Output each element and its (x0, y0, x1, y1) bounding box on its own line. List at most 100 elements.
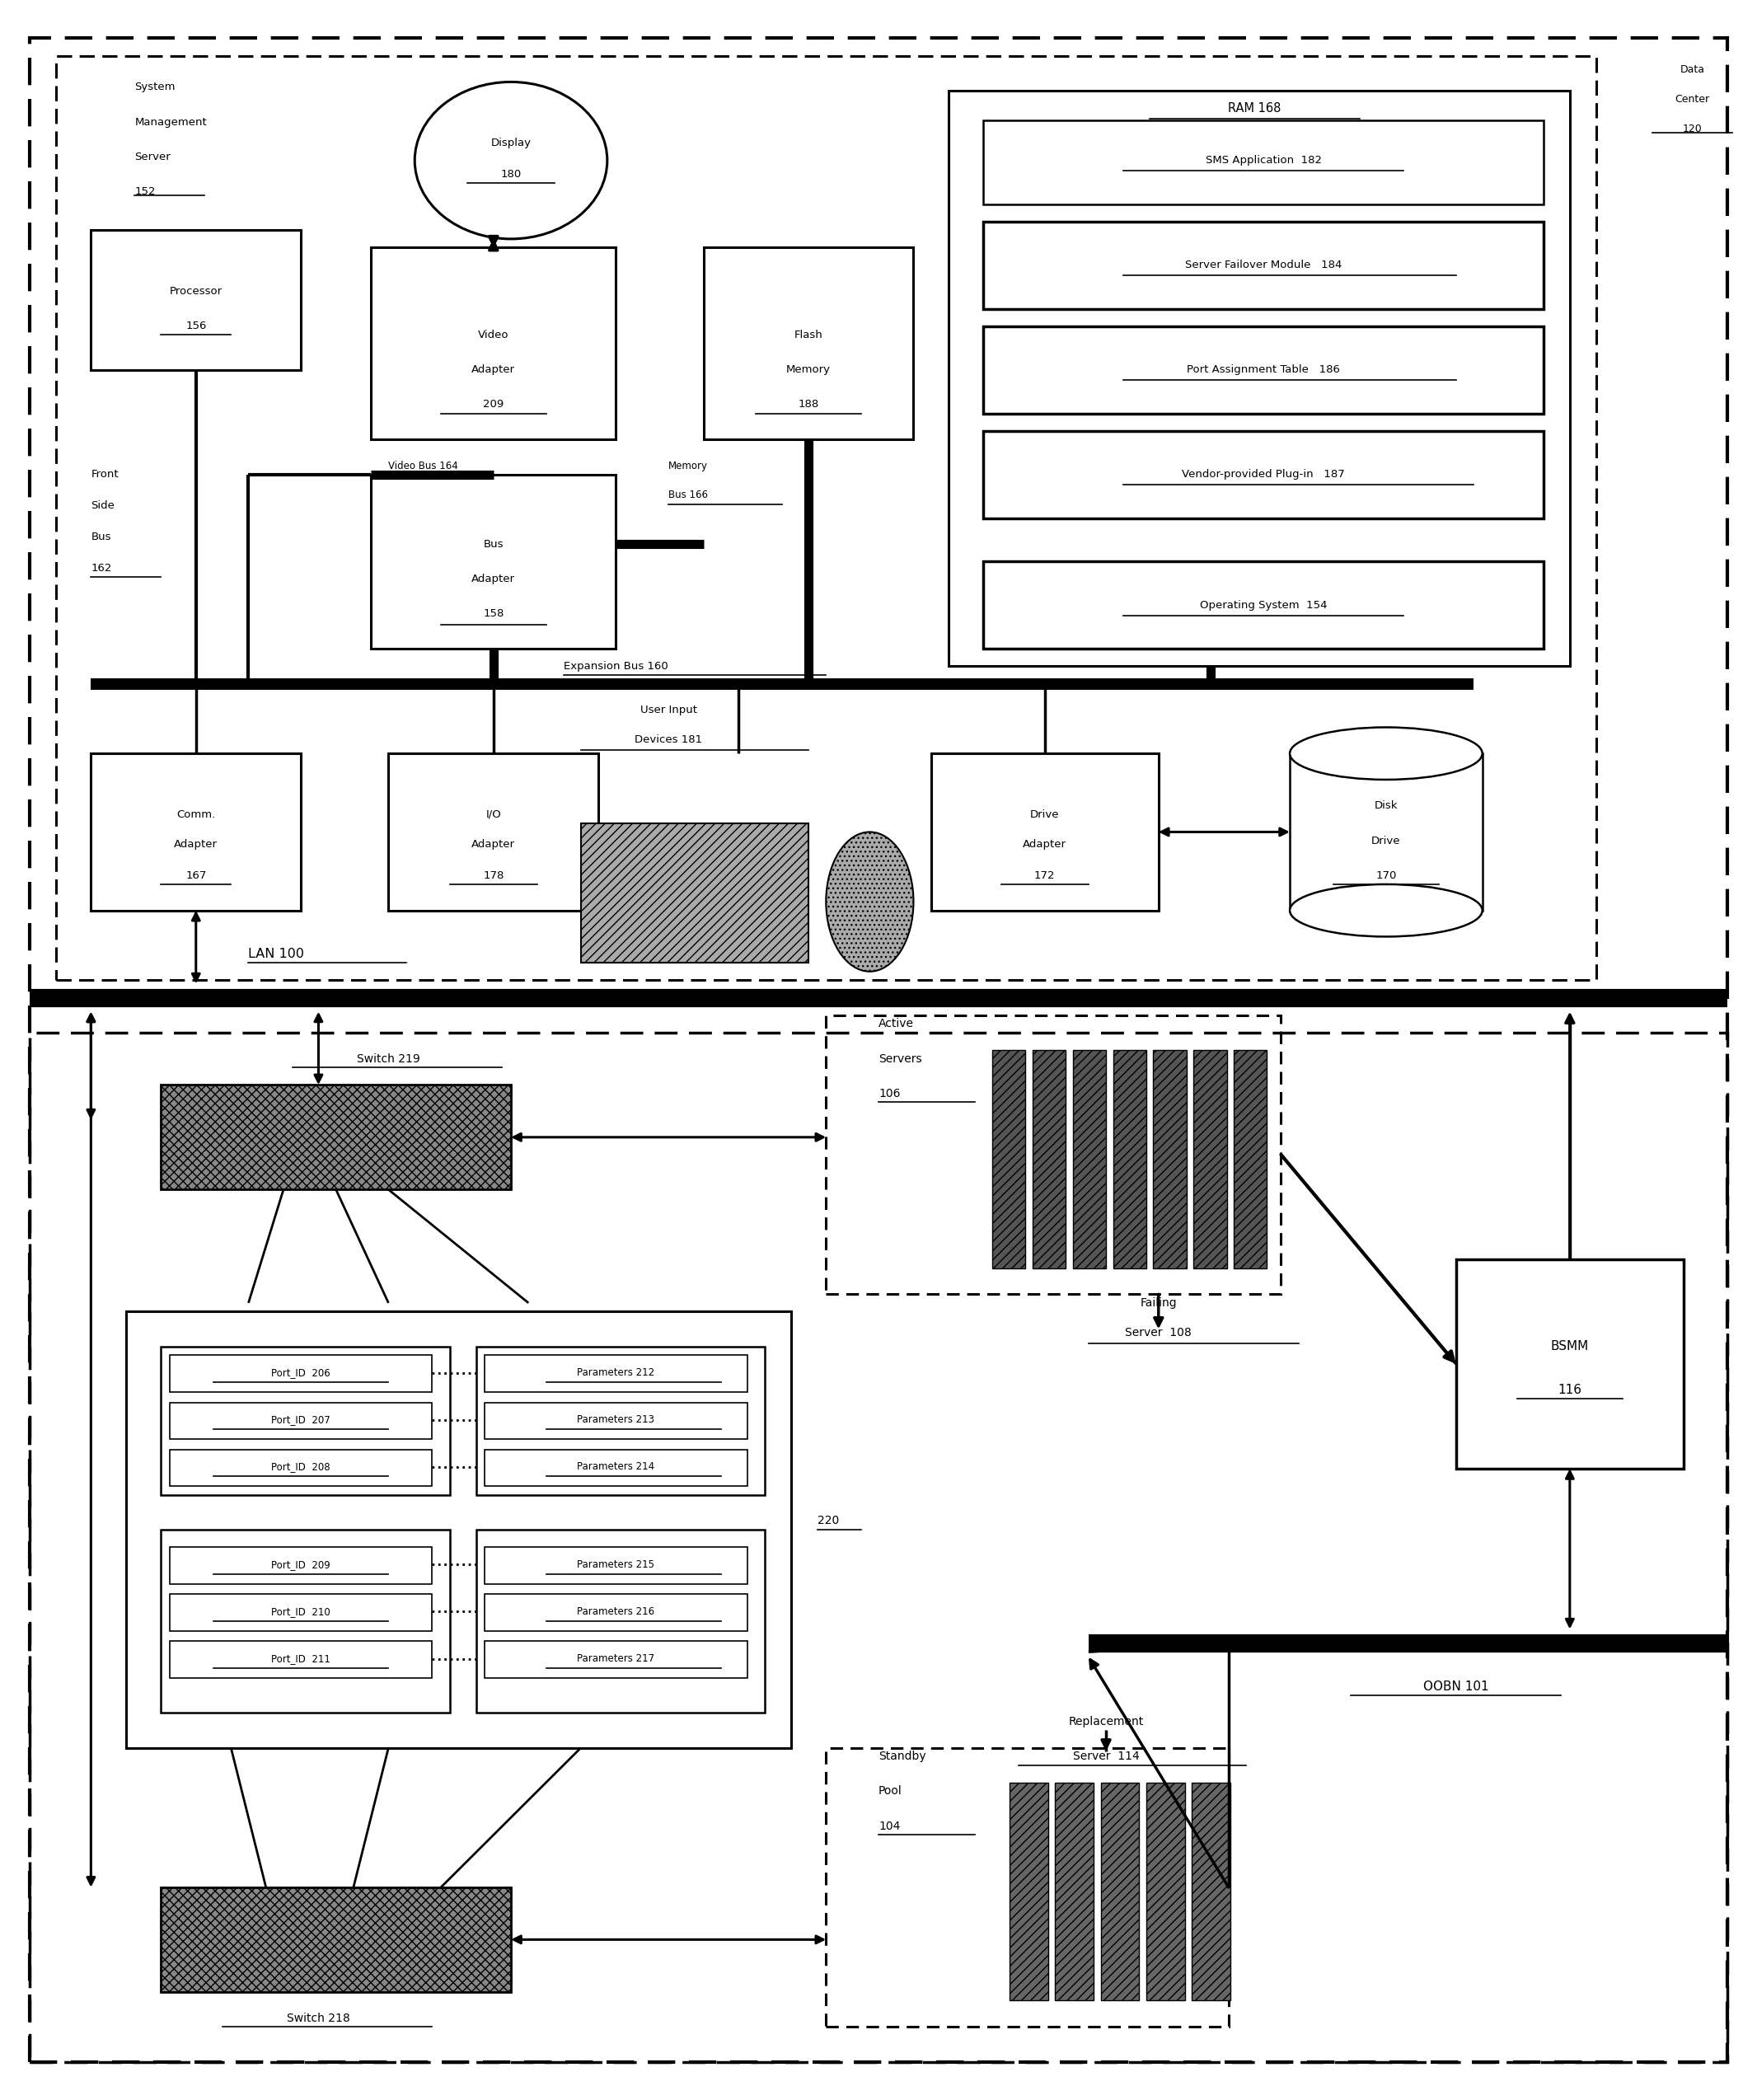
FancyBboxPatch shape (984, 326, 1544, 414)
Text: LAN 100: LAN 100 (248, 947, 304, 960)
Text: Adapter: Adapter (471, 573, 515, 584)
Text: 158: 158 (483, 609, 504, 619)
Text: Parameters 212: Parameters 212 (578, 1367, 655, 1378)
Text: Disk: Disk (1374, 800, 1399, 811)
Text: BSMM: BSMM (1551, 1340, 1588, 1352)
Text: Servers: Servers (878, 1052, 922, 1065)
Text: Adapter: Adapter (174, 838, 218, 850)
Text: Port_ID  207: Port_ID 207 (271, 1415, 330, 1426)
Text: 188: 188 (798, 399, 819, 410)
FancyBboxPatch shape (162, 1086, 511, 1189)
Text: 172: 172 (1035, 869, 1056, 880)
FancyBboxPatch shape (485, 1642, 747, 1678)
FancyBboxPatch shape (1010, 1783, 1049, 2001)
Text: Port_ID  209: Port_ID 209 (271, 1558, 330, 1571)
Text: Data: Data (1680, 65, 1704, 76)
Text: Server: Server (135, 151, 170, 162)
FancyBboxPatch shape (1112, 1050, 1146, 1268)
Ellipse shape (826, 832, 914, 972)
Text: Failing: Failing (1140, 1298, 1177, 1308)
Text: Switch 219: Switch 219 (357, 1052, 420, 1065)
Text: 152: 152 (135, 187, 156, 197)
FancyBboxPatch shape (127, 1312, 791, 1747)
Text: I/O: I/O (485, 808, 501, 819)
Ellipse shape (1290, 727, 1483, 779)
Text: Processor: Processor (169, 286, 223, 296)
Text: Parameters 215: Parameters 215 (578, 1558, 655, 1571)
Text: Parameters 216: Parameters 216 (578, 1606, 655, 1617)
FancyBboxPatch shape (703, 248, 914, 439)
FancyBboxPatch shape (485, 1449, 747, 1487)
Text: Operating System  154: Operating System 154 (1200, 601, 1327, 611)
FancyBboxPatch shape (162, 1529, 450, 1714)
Text: Adapter: Adapter (471, 838, 515, 850)
Text: Parameters 214: Parameters 214 (578, 1462, 655, 1472)
FancyBboxPatch shape (476, 1346, 764, 1495)
Text: Display: Display (490, 139, 531, 149)
FancyBboxPatch shape (582, 823, 808, 962)
Text: Adapter: Adapter (471, 365, 515, 376)
Text: OOBN 101: OOBN 101 (1423, 1680, 1488, 1693)
Text: Server  108: Server 108 (1124, 1327, 1191, 1338)
Text: System: System (135, 82, 176, 92)
Text: Pool: Pool (878, 1785, 901, 1798)
FancyBboxPatch shape (1033, 1050, 1066, 1268)
FancyBboxPatch shape (1457, 1260, 1683, 1468)
Text: 120: 120 (1683, 124, 1703, 134)
Text: Bus: Bus (91, 531, 111, 542)
Text: RAM 168: RAM 168 (1228, 103, 1281, 113)
Text: Switch 218: Switch 218 (286, 2012, 350, 2024)
FancyBboxPatch shape (476, 1529, 764, 1714)
Text: 220: 220 (817, 1516, 838, 1527)
FancyBboxPatch shape (170, 1449, 432, 1487)
Text: Replacement: Replacement (1068, 1716, 1144, 1728)
Text: Port Assignment Table   186: Port Assignment Table 186 (1188, 365, 1341, 376)
Text: 167: 167 (186, 869, 206, 880)
Text: Video Bus 164: Video Bus 164 (388, 460, 459, 470)
Text: Side: Side (91, 500, 114, 510)
Text: Devices 181: Devices 181 (634, 735, 703, 745)
FancyBboxPatch shape (931, 754, 1158, 911)
Text: 106: 106 (878, 1088, 900, 1100)
FancyBboxPatch shape (485, 1548, 747, 1583)
Text: 116: 116 (1558, 1384, 1581, 1396)
Text: 156: 156 (186, 321, 206, 332)
FancyBboxPatch shape (485, 1403, 747, 1438)
FancyBboxPatch shape (1102, 1783, 1139, 2001)
Ellipse shape (1290, 884, 1483, 937)
FancyBboxPatch shape (993, 1050, 1026, 1268)
FancyBboxPatch shape (1153, 1050, 1186, 1268)
Text: Drive: Drive (1372, 836, 1400, 846)
FancyBboxPatch shape (170, 1354, 432, 1392)
FancyBboxPatch shape (1191, 1783, 1230, 2001)
Text: 162: 162 (91, 563, 112, 573)
FancyBboxPatch shape (371, 248, 617, 439)
Text: Video: Video (478, 330, 510, 340)
Text: Front: Front (91, 468, 119, 479)
Text: Drive: Drive (1030, 808, 1059, 819)
Text: 104: 104 (878, 1821, 900, 1831)
FancyBboxPatch shape (984, 430, 1544, 519)
Text: Management: Management (135, 118, 207, 128)
FancyBboxPatch shape (170, 1548, 432, 1583)
FancyBboxPatch shape (1056, 1783, 1095, 2001)
Text: 170: 170 (1376, 869, 1397, 880)
FancyBboxPatch shape (1146, 1783, 1184, 2001)
Text: Adapter: Adapter (1023, 838, 1066, 850)
Text: Flash: Flash (794, 330, 822, 340)
Text: Comm.: Comm. (176, 808, 216, 819)
Text: 209: 209 (483, 399, 504, 410)
FancyBboxPatch shape (1193, 1050, 1226, 1268)
FancyBboxPatch shape (1290, 754, 1483, 911)
FancyBboxPatch shape (984, 561, 1544, 649)
FancyBboxPatch shape (485, 1594, 747, 1632)
Text: Vendor-provided Plug-in   187: Vendor-provided Plug-in 187 (1182, 468, 1346, 479)
FancyBboxPatch shape (1233, 1050, 1267, 1268)
Text: Active: Active (878, 1018, 914, 1029)
FancyBboxPatch shape (984, 120, 1544, 204)
FancyBboxPatch shape (91, 231, 300, 370)
Text: Port_ID  210: Port_ID 210 (271, 1606, 330, 1617)
Text: SMS Application  182: SMS Application 182 (1205, 155, 1321, 166)
Text: Port_ID  211: Port_ID 211 (271, 1653, 330, 1663)
Text: Port_ID  206: Port_ID 206 (271, 1367, 330, 1378)
